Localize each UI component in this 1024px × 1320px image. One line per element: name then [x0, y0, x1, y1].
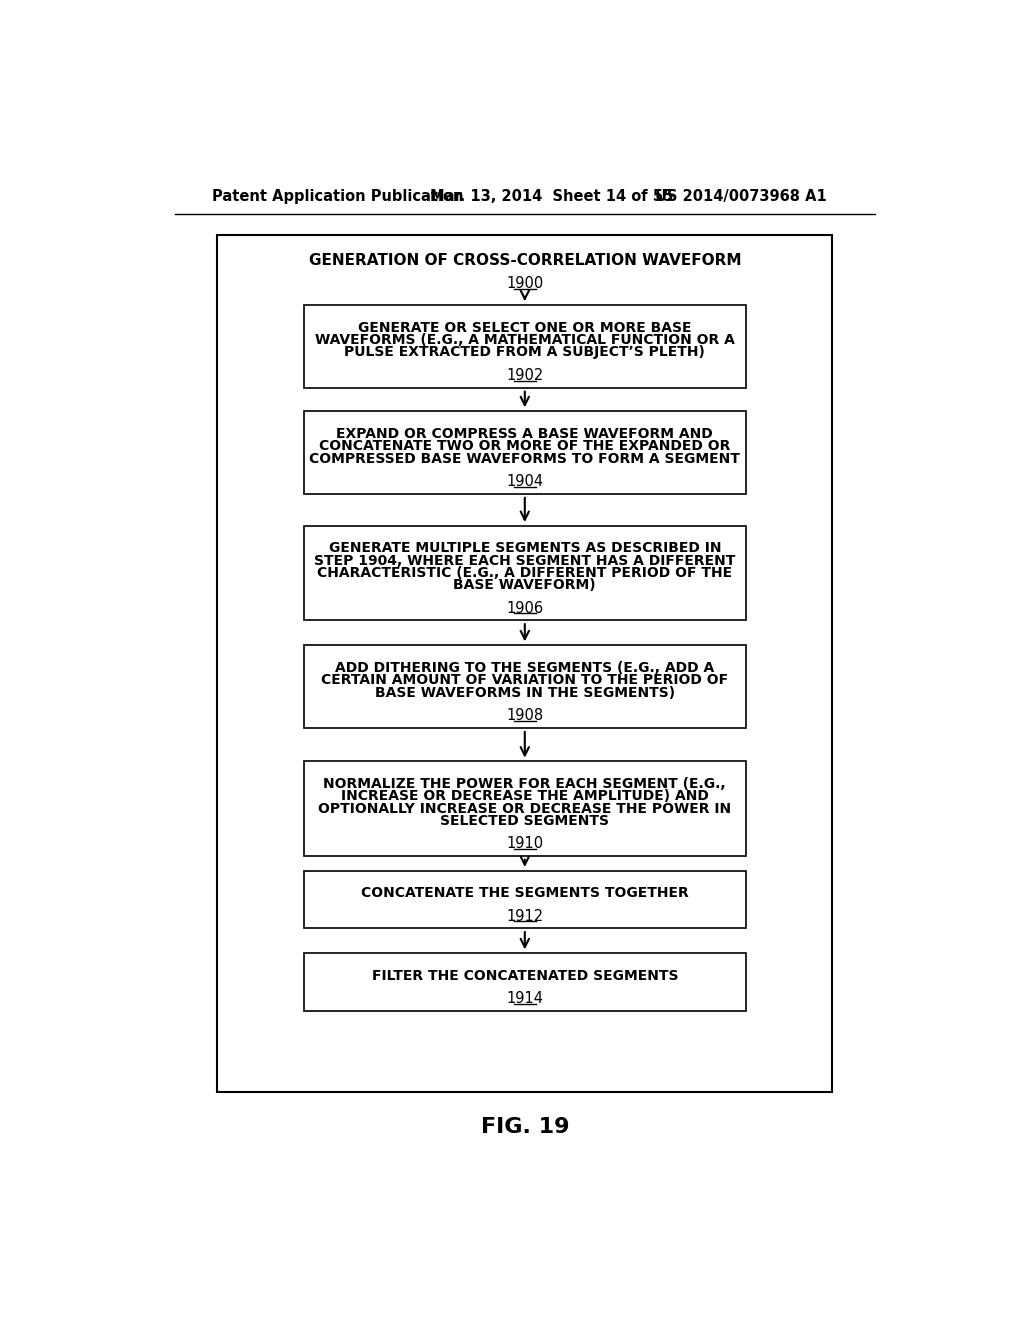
Text: CERTAIN AMOUNT OF VARIATION TO THE PERIOD OF: CERTAIN AMOUNT OF VARIATION TO THE PERIO…: [322, 673, 728, 688]
Text: 1908: 1908: [506, 709, 544, 723]
Bar: [304, 871, 745, 928]
Text: NORMALIZE THE POWER FOR EACH SEGMENT (E.G.,: NORMALIZE THE POWER FOR EACH SEGMENT (E.…: [324, 777, 726, 791]
Text: Patent Application Publication: Patent Application Publication: [212, 189, 463, 205]
Text: US 2014/0073968 A1: US 2014/0073968 A1: [655, 189, 826, 205]
Text: FIG. 19: FIG. 19: [480, 1117, 569, 1137]
Text: CHARACTERISTIC (E.G., A DIFFERENT PERIOD OF THE: CHARACTERISTIC (E.G., A DIFFERENT PERIOD…: [317, 566, 732, 579]
Text: 1914: 1914: [506, 991, 544, 1006]
Text: GENERATE MULTIPLE SEGMENTS AS DESCRIBED IN: GENERATE MULTIPLE SEGMENTS AS DESCRIBED …: [329, 541, 721, 556]
Text: 1906: 1906: [506, 601, 544, 615]
Text: 1900: 1900: [506, 276, 544, 290]
Text: FILTER THE CONCATENATED SEGMENTS: FILTER THE CONCATENATED SEGMENTS: [372, 969, 678, 983]
Text: 1910: 1910: [506, 836, 544, 851]
Bar: [304, 645, 745, 729]
Text: BASE WAVEFORM): BASE WAVEFORM): [454, 578, 596, 593]
Text: GENERATE OR SELECT ONE OR MORE BASE: GENERATE OR SELECT ONE OR MORE BASE: [358, 321, 691, 335]
Bar: [304, 762, 745, 857]
Text: CONCATENATE THE SEGMENTS TOGETHER: CONCATENATE THE SEGMENTS TOGETHER: [360, 886, 689, 900]
Text: EXPAND OR COMPRESS A BASE WAVEFORM AND: EXPAND OR COMPRESS A BASE WAVEFORM AND: [337, 428, 713, 441]
Text: WAVEFORMS (E.G., A MATHEMATICAL FUNCTION OR A: WAVEFORMS (E.G., A MATHEMATICAL FUNCTION…: [314, 333, 735, 347]
Text: STEP 1904, WHERE EACH SEGMENT HAS A DIFFERENT: STEP 1904, WHERE EACH SEGMENT HAS A DIFF…: [314, 553, 735, 568]
Bar: [304, 411, 745, 494]
Text: COMPRESSED BASE WAVEFORMS TO FORM A SEGMENT: COMPRESSED BASE WAVEFORMS TO FORM A SEGM…: [309, 451, 740, 466]
Text: OPTIONALLY INCREASE OR DECREASE THE POWER IN: OPTIONALLY INCREASE OR DECREASE THE POWE…: [318, 801, 731, 816]
Text: PULSE EXTRACTED FROM A SUBJECT’S PLETH): PULSE EXTRACTED FROM A SUBJECT’S PLETH): [344, 346, 706, 359]
Text: 1902: 1902: [506, 368, 544, 383]
Text: CONCATENATE TWO OR MORE OF THE EXPANDED OR: CONCATENATE TWO OR MORE OF THE EXPANDED …: [319, 440, 730, 453]
Text: GENERATION OF CROSS-CORRELATION WAVEFORM: GENERATION OF CROSS-CORRELATION WAVEFORM: [308, 252, 741, 268]
Bar: [304, 953, 745, 1011]
Text: BASE WAVEFORMS IN THE SEGMENTS): BASE WAVEFORMS IN THE SEGMENTS): [375, 686, 675, 700]
Text: 1904: 1904: [506, 474, 544, 490]
Bar: [217, 235, 833, 1092]
Text: SELECTED SEGMENTS: SELECTED SEGMENTS: [440, 814, 609, 828]
Bar: [304, 525, 745, 620]
Text: ADD DITHERING TO THE SEGMENTS (E.G., ADD A: ADD DITHERING TO THE SEGMENTS (E.G., ADD…: [335, 661, 715, 675]
Bar: [304, 305, 745, 388]
Text: INCREASE OR DECREASE THE AMPLITUDE) AND: INCREASE OR DECREASE THE AMPLITUDE) AND: [341, 789, 709, 804]
Text: 1912: 1912: [506, 908, 544, 924]
Text: Mar. 13, 2014  Sheet 14 of 55: Mar. 13, 2014 Sheet 14 of 55: [430, 189, 674, 205]
